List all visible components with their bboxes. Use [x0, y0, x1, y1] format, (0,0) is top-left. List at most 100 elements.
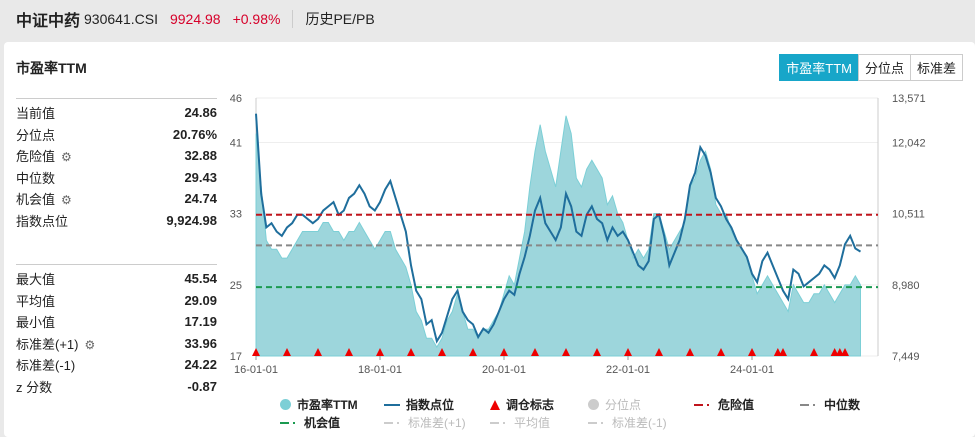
legend-item[interactable]: 市盈率TTM: [280, 396, 358, 413]
history-pe-pb-link[interactable]: 历史PE/PB: [305, 11, 375, 27]
rebalance-marker: [283, 348, 291, 356]
rebalance-marker: [407, 348, 415, 356]
stat-row: 危险值 ⚙ 32.88: [16, 145, 217, 167]
stat-label: 平均值: [16, 293, 56, 309]
stat-label: 分位点: [16, 127, 56, 143]
stat-value: 29.43: [184, 169, 217, 185]
right-tick-label: 10,511: [892, 209, 925, 221]
stat-value: 24.22: [184, 357, 217, 373]
stat-value: -0.87: [187, 378, 217, 394]
stat-label: 最小值: [16, 315, 56, 331]
rebalance-marker: [500, 348, 508, 356]
legend-item[interactable]: 机会值: [280, 414, 340, 431]
left-tick-label: 25: [230, 280, 242, 292]
rebalance-marker: [810, 348, 818, 356]
rebalance-marker: [562, 348, 570, 356]
rebalance-marker: [773, 348, 782, 356]
stat-label: 最大值: [16, 272, 56, 288]
stat-value: 32.88: [184, 148, 217, 164]
divider: [292, 10, 294, 28]
right-tick-label: 12,042: [892, 137, 926, 149]
dash-icon: [588, 421, 606, 424]
circle-icon: [280, 399, 291, 410]
gear-icon[interactable]: ⚙: [61, 150, 72, 165]
gear-icon[interactable]: ⚙: [61, 193, 72, 208]
stat-value: 20.76%: [172, 126, 217, 142]
dash-icon: [280, 421, 298, 424]
legend-item[interactable]: 标准差(-1): [588, 414, 667, 431]
index-price: 9924.98: [169, 11, 221, 27]
stat-label: 当前值: [16, 106, 56, 122]
triangle-icon: [490, 399, 500, 410]
rebalance-marker: [469, 348, 477, 356]
stat-label: 机会值 ⚙: [16, 192, 72, 208]
legend-item[interactable]: 标准差(+1): [384, 414, 466, 431]
x-tick-label: 16-01-01: [234, 364, 278, 376]
x-tick-label: 22-01-01: [606, 364, 650, 376]
stat-row: 指数点位 9,924.98: [16, 210, 217, 232]
stat-label: z 分数: [16, 379, 53, 395]
dash-icon: [800, 403, 818, 406]
legend-item[interactable]: 平均值: [490, 414, 550, 431]
rebalance-marker: [686, 348, 694, 356]
line-icon: [384, 403, 400, 406]
rebalance-marker: [252, 348, 260, 356]
rebalance-marker: [830, 348, 839, 356]
left-tick-label: 46: [230, 93, 242, 105]
rebalance-marker: [624, 348, 632, 356]
left-tick-label: 41: [230, 137, 242, 149]
stat-value: 33.96: [184, 335, 217, 351]
rebalance-marker: [376, 348, 384, 356]
left-tick-label: 33: [230, 209, 242, 221]
stat-value: 24.74: [184, 191, 217, 207]
rebalance-marker: [531, 348, 539, 356]
stat-row: 分位点 20.76%: [16, 124, 217, 146]
stat-label: 标准差(+1) ⚙: [16, 336, 96, 352]
index-line: [255, 113, 862, 344]
stat-row: 最小值 17.19: [16, 311, 217, 333]
index-change: +0.98%: [232, 11, 281, 27]
stat-row: 当前值 24.86: [16, 102, 217, 124]
legend-item[interactable]: 分位点: [588, 396, 641, 413]
index-code: 930641.CSI: [84, 11, 158, 27]
stat-row: 标准差(+1) ⚙ 33.96: [16, 333, 217, 355]
x-tick-label: 20-01-01: [482, 364, 526, 376]
stat-row: 标准差(-1) 24.22: [16, 354, 217, 376]
dash-icon: [694, 403, 712, 406]
x-tick-label: 24-01-01: [730, 364, 774, 376]
rebalance-marker: [345, 348, 353, 356]
circle-icon: [588, 399, 599, 410]
right-tick-label: 8,980: [892, 280, 920, 292]
card-title: 市盈率TTM: [16, 60, 87, 76]
stat-label: 危险值 ⚙: [16, 149, 72, 165]
rebalance-marker: [438, 348, 446, 356]
index-header: 中证中药 930641.CSI 9924.98 +0.98% 历史PE/PB: [16, 8, 375, 30]
gear-icon[interactable]: ⚙: [84, 337, 96, 352]
legend-item[interactable]: 中位数: [800, 396, 860, 413]
dash-icon: [384, 421, 402, 424]
x-tick-label: 18-01-01: [358, 364, 402, 376]
rebalance-marker: [314, 348, 322, 356]
stat-value: 17.19: [184, 314, 217, 330]
stats-current: 当前值 24.86 分位点 20.76% 危险值 ⚙ 32.88 中位数 29.43 机会值 ⚙ 24…: [16, 98, 217, 231]
rebalance-marker: [779, 348, 787, 356]
stat-row: 平均值 29.09: [16, 290, 217, 312]
stat-row: 中位数 29.43: [16, 167, 217, 189]
rebalance-marker: [655, 348, 663, 356]
right-tick-label: 7,449: [892, 351, 920, 363]
stat-label: 指数点位: [16, 213, 69, 229]
legend-item[interactable]: 指数点位: [384, 396, 454, 413]
rebalance-marker: [593, 348, 601, 356]
stats-summary: 最大值 45.54 平均值 29.09 最小值 17.19 标准差(+1) ⚙ 33.96 标准差…: [16, 264, 217, 397]
stat-value: 24.86: [184, 105, 217, 121]
rebalance-marker: [841, 348, 849, 356]
stat-label: 中位数: [16, 170, 56, 186]
legend-item[interactable]: 危险值: [694, 396, 754, 413]
stat-value: 45.54: [184, 271, 217, 287]
stat-row: 机会值 ⚙ 24.74: [16, 188, 217, 210]
legend-item[interactable]: 调仓标志: [490, 396, 554, 413]
tab-std[interactable]: 标准差: [909, 54, 963, 81]
stat-row: z 分数 -0.87: [16, 376, 217, 398]
pe-chart: 17 7,449 25 8,980 33 10,511 41 12,042 46 13,571 16…: [230, 93, 926, 376]
pe-card: 市盈率TTM 市盈率TTM 分位点 标准差 当前值 24.86 分位点 20.76% 危…: [4, 42, 975, 437]
